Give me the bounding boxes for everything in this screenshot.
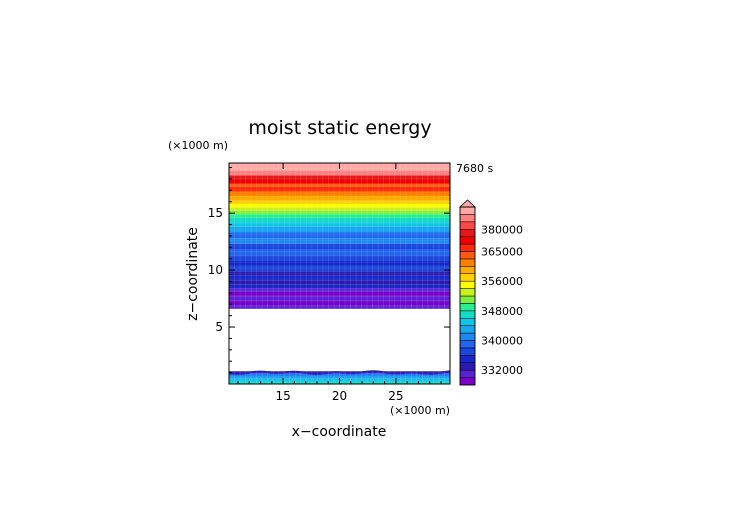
contour-band <box>229 200 450 205</box>
colorbar-segment <box>459 325 476 334</box>
y-axis-label: z−coordinate <box>185 227 201 321</box>
contour-band <box>229 170 450 176</box>
colorbar-segment <box>459 310 476 319</box>
x-tick-label: 25 <box>388 389 403 403</box>
x-unit-label: (×1000 m) <box>390 404 450 417</box>
colorbar-segment <box>459 295 476 304</box>
contour-band <box>229 214 450 218</box>
colorbar-label: 340000 <box>481 335 523 348</box>
colorbar-segment <box>459 355 476 364</box>
y-axis: 5 10 15 <box>208 167 450 374</box>
contour-band <box>229 222 450 227</box>
contour-band <box>229 232 450 239</box>
y-unit-label: (×1000 m) <box>168 139 228 152</box>
contour-band <box>229 291 450 297</box>
contour-band <box>229 196 450 201</box>
colorbar-segment <box>459 258 476 267</box>
contour-band <box>229 191 450 197</box>
x-axis-label: x−coordinate <box>292 424 387 440</box>
y-tick-label: 15 <box>208 206 223 220</box>
contour-band <box>229 373 450 375</box>
colorbar-segment <box>459 280 476 289</box>
colorbar-segment <box>459 288 476 297</box>
colorbar-segment <box>459 369 476 378</box>
contour-band <box>229 374 450 377</box>
colorbar-segment <box>459 229 476 237</box>
contour-band <box>229 249 450 256</box>
contour-band <box>229 260 450 266</box>
contour-band <box>229 210 450 215</box>
colorbar-segment <box>459 236 476 245</box>
contour-band <box>229 255 450 261</box>
contour-band <box>229 226 450 233</box>
colorbar-segment <box>459 243 476 252</box>
contour-band <box>229 376 450 379</box>
contour-band <box>229 175 450 179</box>
contour-band <box>229 207 450 211</box>
colorbar-label: 332000 <box>481 364 523 377</box>
contour-band <box>229 243 450 250</box>
contour-band <box>229 178 450 184</box>
colorbar-frame <box>459 206 476 386</box>
y-tick-label: 5 <box>215 320 223 334</box>
colorbar-segment <box>459 303 476 312</box>
x-tick-label: 15 <box>275 389 290 403</box>
colorbar: 332000 340000 348000 356000 365000 380000 <box>458 199 523 386</box>
chart-title: moist static energy <box>248 117 431 139</box>
contour-band <box>229 271 450 276</box>
contour-band <box>229 217 450 223</box>
colorbar-label: 365000 <box>481 246 523 259</box>
y-tick-label: 10 <box>208 263 223 277</box>
colorbar-segment <box>459 214 476 223</box>
contour-band <box>229 275 450 281</box>
time-label: 7680 s <box>456 162 493 175</box>
contour-band <box>229 186 450 192</box>
contour-band <box>229 238 450 244</box>
colorbar-segment <box>459 206 476 215</box>
colorbar-label: 380000 <box>481 223 523 236</box>
contour-band <box>229 288 450 292</box>
contour-band <box>229 300 450 306</box>
colorbar-segment <box>459 251 476 260</box>
x-tick-label: 20 <box>332 389 347 403</box>
colorbar-extend-arrow <box>458 199 477 208</box>
colorbar-segment <box>459 266 476 275</box>
colorbar-segment <box>459 347 476 356</box>
colorbar-segment <box>459 377 476 386</box>
contour-band <box>229 305 450 309</box>
contour-band <box>229 280 450 285</box>
contour-band <box>229 296 450 301</box>
grid-lines <box>229 163 450 384</box>
colorbar-segment <box>459 340 476 349</box>
colorbar-segment <box>459 362 476 371</box>
colorbar-label: 356000 <box>481 275 523 288</box>
contour-band <box>229 265 450 272</box>
contour-band <box>229 183 450 187</box>
x-axis: 15 20 25 <box>237 163 442 403</box>
surface-contour-line <box>228 370 451 375</box>
colorbar-segment <box>459 318 476 326</box>
colorbar-segment <box>459 221 476 230</box>
colorbar-label: 348000 <box>481 305 523 318</box>
contour-band <box>229 204 450 208</box>
colorbar-segment <box>459 273 476 282</box>
contour-band <box>229 284 450 289</box>
colorbar-segment <box>459 332 476 341</box>
